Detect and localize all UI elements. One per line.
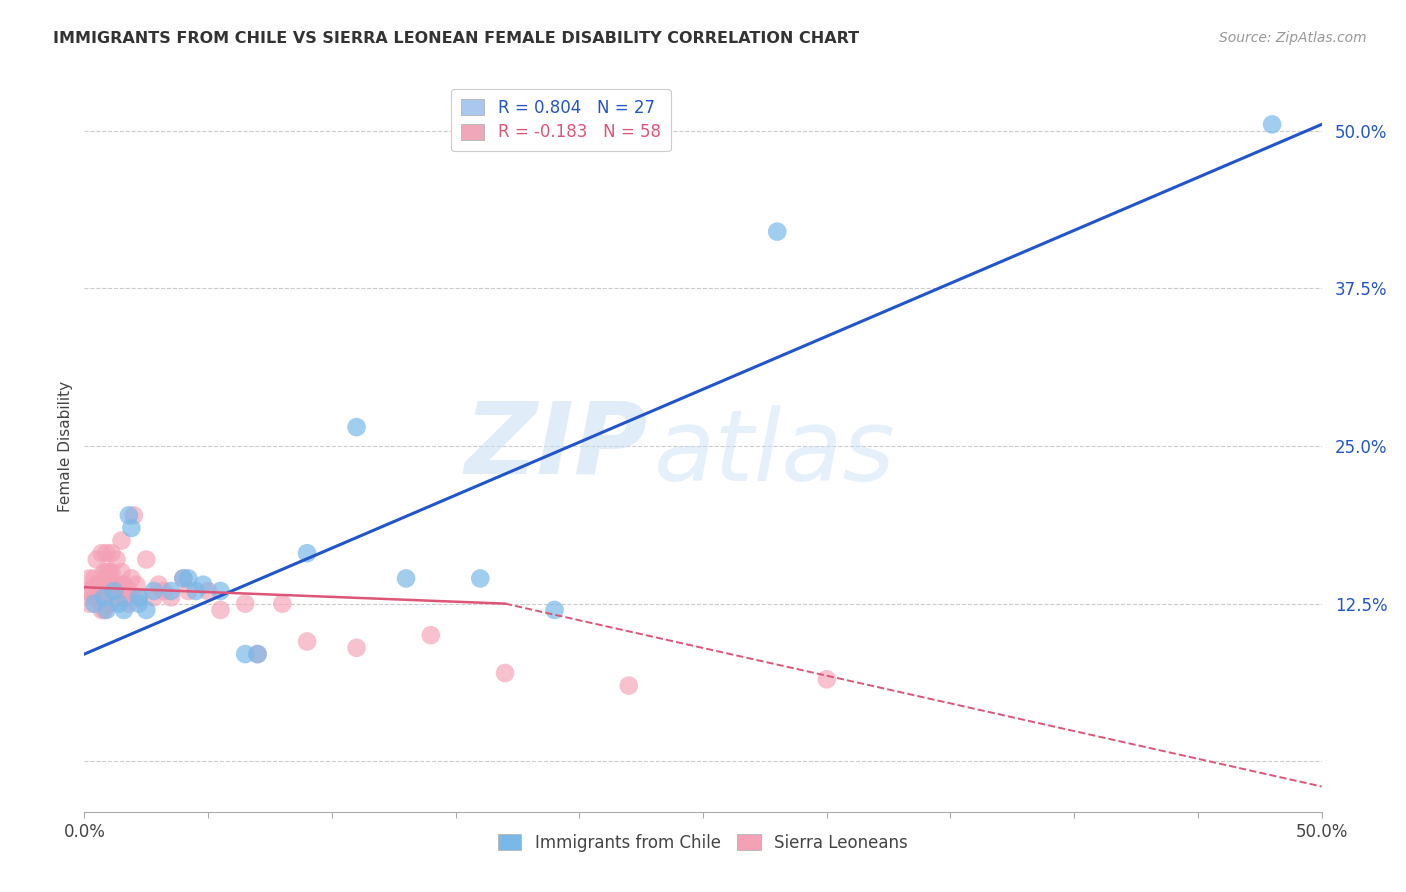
Point [160,591,183,605]
Point [128,591,150,605]
Point [152,584,174,599]
Point [233,647,256,661]
Point [419,628,441,642]
Point [135,603,157,617]
Point [96,546,118,560]
Point [83,591,105,605]
Point [110,533,132,548]
Point [96,565,118,579]
Point [197,584,219,599]
Point [100,546,122,560]
Text: IMMIGRANTS FROM CHILE VS SIERRA LEONEAN FEMALE DISABILITY CORRELATION CHART: IMMIGRANTS FROM CHILE VS SIERRA LEONEAN … [53,31,859,46]
Point [115,591,138,605]
Point [89,591,111,605]
Point [79,597,101,611]
Point [110,565,132,579]
Point [93,603,115,617]
Point [98,578,121,592]
Point [135,552,157,566]
Point [105,552,128,566]
Point [617,679,640,693]
Point [191,578,214,592]
Point [100,565,122,579]
Point [105,578,128,592]
Point [112,591,135,605]
Point [79,571,101,585]
Point [118,584,141,599]
Point [96,603,118,617]
Point [93,578,115,592]
Point [177,584,200,599]
Point [395,571,418,585]
Point [83,597,105,611]
Point [346,640,368,655]
Point [108,584,131,599]
Point [103,591,125,605]
Point [83,571,105,585]
Point [120,571,142,585]
Point [766,225,789,239]
Point [93,565,115,579]
Point [295,634,318,648]
Point [815,673,838,687]
Point [172,571,194,585]
Point [295,546,318,560]
Point [118,597,141,611]
Point [76,584,98,599]
Point [122,508,145,523]
Legend: Immigrants from Chile, Sierra Leoneans: Immigrants from Chile, Sierra Leoneans [492,827,914,858]
Text: Source: ZipAtlas.com: Source: ZipAtlas.com [1219,31,1367,45]
Point [103,584,125,599]
Point [246,647,269,661]
Point [98,597,121,611]
Point [89,578,111,592]
Y-axis label: Female Disability: Female Disability [58,380,73,512]
Point [142,591,165,605]
Point [98,565,121,579]
Point [160,584,183,599]
Point [125,578,148,592]
Point [246,647,269,661]
Point [86,578,108,592]
Point [233,597,256,611]
Point [128,597,150,611]
Point [346,420,368,434]
Point [112,578,135,592]
Point [110,578,132,592]
Point [543,603,565,617]
Point [112,603,135,617]
Point [142,584,165,599]
Point [128,591,150,605]
Point [120,521,142,535]
Point [271,597,294,611]
Point [80,584,103,599]
Text: atlas: atlas [654,405,896,502]
Text: ZIP: ZIP [464,398,647,494]
Point [118,508,141,523]
Point [93,591,115,605]
Point [172,571,194,585]
Point [209,584,232,599]
Point [470,571,492,585]
Point [184,584,207,599]
Point [90,546,112,560]
Point [148,578,170,592]
Point [103,578,125,592]
Point [108,597,131,611]
Point [209,603,232,617]
Point [177,571,200,585]
Point [1261,117,1284,131]
Point [494,665,516,680]
Point [90,591,112,605]
Point [86,552,108,566]
Point [90,603,112,617]
